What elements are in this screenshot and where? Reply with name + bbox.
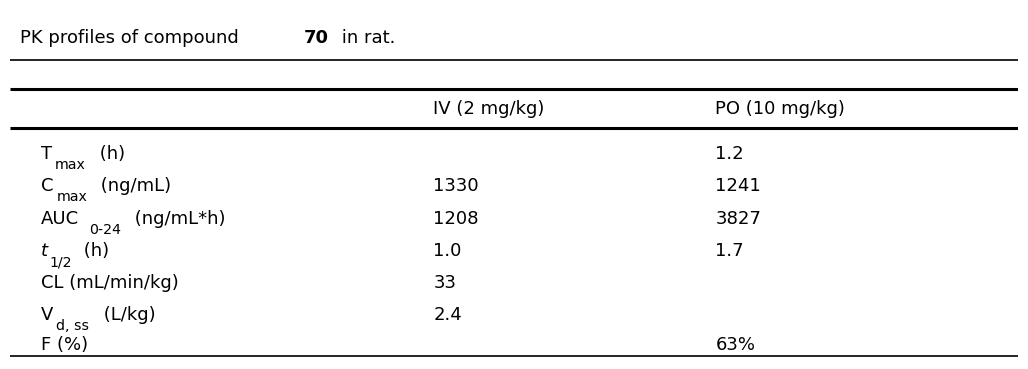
- Text: 1330: 1330: [434, 177, 479, 195]
- Text: (ng/mL): (ng/mL): [96, 177, 172, 195]
- Text: 70: 70: [304, 29, 329, 47]
- Text: (L/kg): (L/kg): [98, 306, 155, 324]
- Text: IV (2 mg/kg): IV (2 mg/kg): [434, 100, 545, 118]
- Text: AUC: AUC: [40, 210, 78, 228]
- Text: (h): (h): [94, 145, 124, 163]
- Text: CL (mL/min/kg): CL (mL/min/kg): [40, 274, 178, 292]
- Text: 1208: 1208: [434, 210, 479, 228]
- Text: 1.0: 1.0: [434, 242, 462, 261]
- Text: F (%): F (%): [40, 337, 87, 354]
- Text: d, ss: d, ss: [57, 318, 89, 332]
- Text: 1.2: 1.2: [715, 145, 744, 163]
- Text: PK profiles of compound: PK profiles of compound: [21, 29, 245, 47]
- Text: PO (10 mg/kg): PO (10 mg/kg): [715, 100, 845, 118]
- Text: 63%: 63%: [715, 337, 756, 354]
- Text: 0-24: 0-24: [88, 223, 120, 237]
- Text: 1241: 1241: [715, 177, 762, 195]
- Text: 2.4: 2.4: [434, 306, 463, 324]
- Text: V: V: [40, 306, 52, 324]
- Text: t: t: [40, 242, 47, 261]
- Text: C: C: [40, 177, 53, 195]
- Text: T: T: [40, 145, 51, 163]
- Text: 1/2: 1/2: [49, 255, 72, 269]
- Text: max: max: [54, 158, 85, 172]
- Text: in rat.: in rat.: [336, 29, 395, 47]
- Text: max: max: [57, 190, 87, 204]
- Text: 33: 33: [434, 274, 456, 292]
- Text: 1.7: 1.7: [715, 242, 744, 261]
- Text: (h): (h): [78, 242, 109, 261]
- Text: (ng/mL*h): (ng/mL*h): [130, 210, 226, 228]
- Text: 3827: 3827: [715, 210, 762, 228]
